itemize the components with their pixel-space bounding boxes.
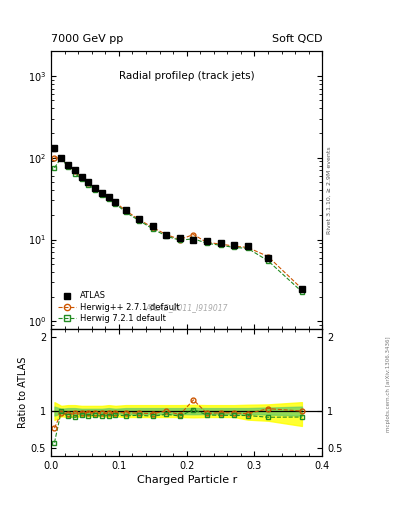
Text: 7000 GeV pp: 7000 GeV pp: [51, 33, 123, 44]
Y-axis label: Ratio to ATLAS: Ratio to ATLAS: [18, 357, 28, 428]
Text: Soft QCD: Soft QCD: [272, 33, 322, 44]
Y-axis label: Rivet 3.1.10, ≥ 2.9M events: Rivet 3.1.10, ≥ 2.9M events: [327, 146, 331, 234]
Text: mcplots.cern.ch [arXiv:1306.3436]: mcplots.cern.ch [arXiv:1306.3436]: [386, 336, 391, 432]
Text: ATLAS_2011_I919017: ATLAS_2011_I919017: [145, 304, 228, 313]
X-axis label: Charged Particle r: Charged Particle r: [136, 475, 237, 485]
Text: Radial profileρ (track jets): Radial profileρ (track jets): [119, 71, 255, 81]
Legend: ATLAS, Herwig++ 2.7.1 default, Herwig 7.2.1 default: ATLAS, Herwig++ 2.7.1 default, Herwig 7.…: [55, 289, 182, 325]
